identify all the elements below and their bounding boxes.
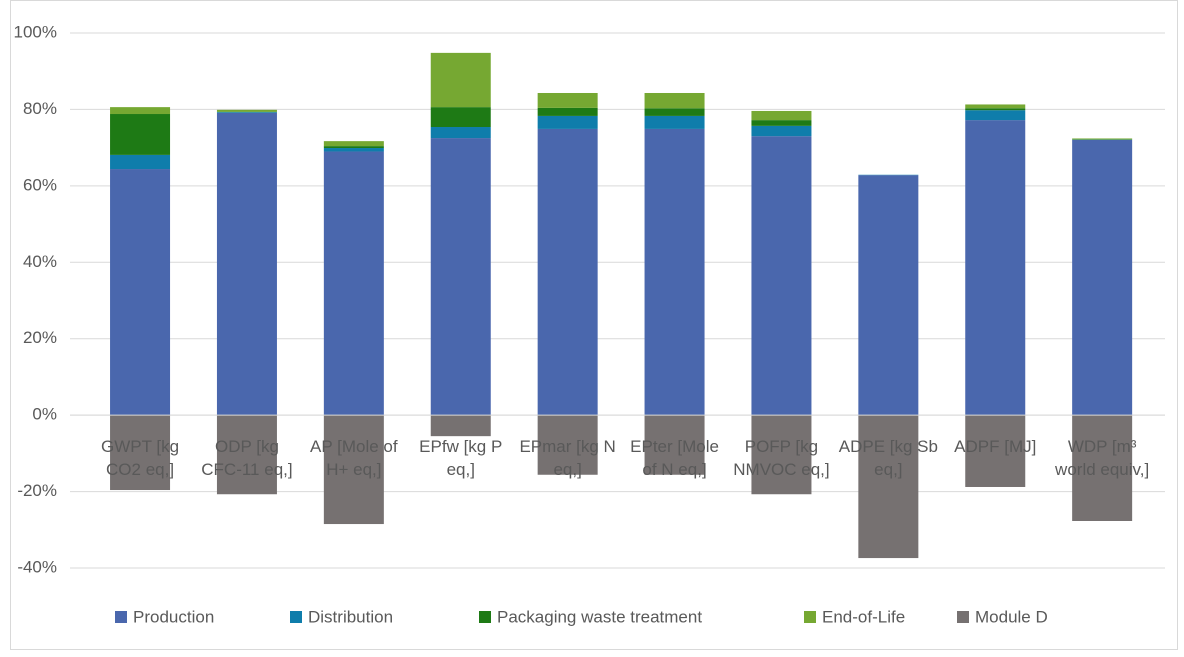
y-tick-label: 40% (23, 252, 57, 271)
bar-segment (110, 107, 171, 115)
bar-segment (430, 127, 491, 139)
bar-segment (858, 175, 919, 416)
legend-label: Distribution (308, 607, 393, 626)
bar-segment (323, 141, 384, 147)
y-tick-label: 60% (23, 175, 57, 194)
bar-segment (644, 128, 705, 416)
legend-label: End-of-Life (822, 607, 905, 626)
bar-segment (751, 136, 812, 416)
legend-label: Packaging waste treatment (497, 607, 702, 626)
bar-segment (216, 112, 277, 113)
y-tick-label: 20% (23, 328, 57, 347)
bar-segment (110, 169, 171, 416)
legend-swatch (479, 611, 491, 623)
bar-segment (430, 52, 491, 108)
bar-segment (110, 114, 171, 155)
bar-segment (323, 151, 384, 416)
legend-swatch (957, 611, 969, 623)
bar-segment (430, 107, 491, 128)
x-tick-label: EPter [Mole of N eq,] (630, 437, 719, 480)
x-tick-label: POFP [kg NMVOC eq,] (733, 437, 830, 480)
bar-segment (110, 154, 171, 170)
bar-segment (644, 115, 705, 129)
bar-segment (751, 415, 812, 495)
bar-segment (430, 138, 491, 416)
bar-segment (644, 108, 705, 116)
bar-segment (965, 104, 1026, 109)
x-tick-label: ADPF [MJ] (954, 437, 1037, 457)
bar-segment (323, 148, 384, 152)
bar-segment (965, 120, 1026, 416)
bar-segment (965, 415, 1026, 487)
x-tick-label: EPmar [kg N eq,] (519, 437, 616, 480)
bar-segment (430, 415, 491, 437)
bar-segment (1072, 415, 1133, 521)
bar-segment (858, 415, 919, 559)
x-tick-label: AP [Mole of H+ eq,] (310, 437, 398, 480)
x-tick-label: WDP [m³ world equiv,] (1055, 437, 1150, 480)
y-tick-label: 100% (14, 22, 57, 41)
x-tick-label: GWPT [kg CO2 eq,] (101, 437, 180, 480)
bar-segment (644, 415, 705, 475)
bar-segment (1072, 140, 1133, 416)
bar-segment (537, 128, 598, 416)
bar-segment (537, 415, 598, 475)
bar-segment (965, 110, 1026, 121)
x-tick-label: ODP [kg CFC-11 eq,] (201, 437, 293, 480)
bar-segment (751, 120, 812, 126)
bar-segment (323, 415, 384, 525)
legend-label: Module D (975, 607, 1048, 626)
bar-segment (751, 125, 812, 137)
bar-segment (644, 92, 705, 109)
y-tick-label: -40% (17, 557, 57, 576)
bar-segment (216, 415, 277, 495)
x-tick-label: EPfw [kg P eq,] (419, 437, 503, 480)
bar-segment (1072, 138, 1133, 140)
bar-segment (110, 415, 171, 491)
legend-swatch (115, 611, 127, 623)
legend-swatch (804, 611, 816, 623)
bar-segment (537, 92, 598, 108)
legend-swatch (290, 611, 302, 623)
bar-segment (965, 108, 1026, 111)
y-tick-label: 80% (23, 99, 57, 118)
bar-segment (537, 115, 598, 129)
x-tick-label: ADPE [kg Sb eq,] (838, 437, 938, 480)
bar-segment (537, 107, 598, 116)
bar-segment (323, 146, 384, 149)
bar-segment (751, 110, 812, 121)
legend-label: Production (133, 607, 214, 626)
y-tick-label: 0% (32, 405, 57, 424)
bar-segment (216, 109, 277, 112)
bar-segment (216, 112, 277, 416)
y-tick-label: -20% (17, 481, 57, 500)
